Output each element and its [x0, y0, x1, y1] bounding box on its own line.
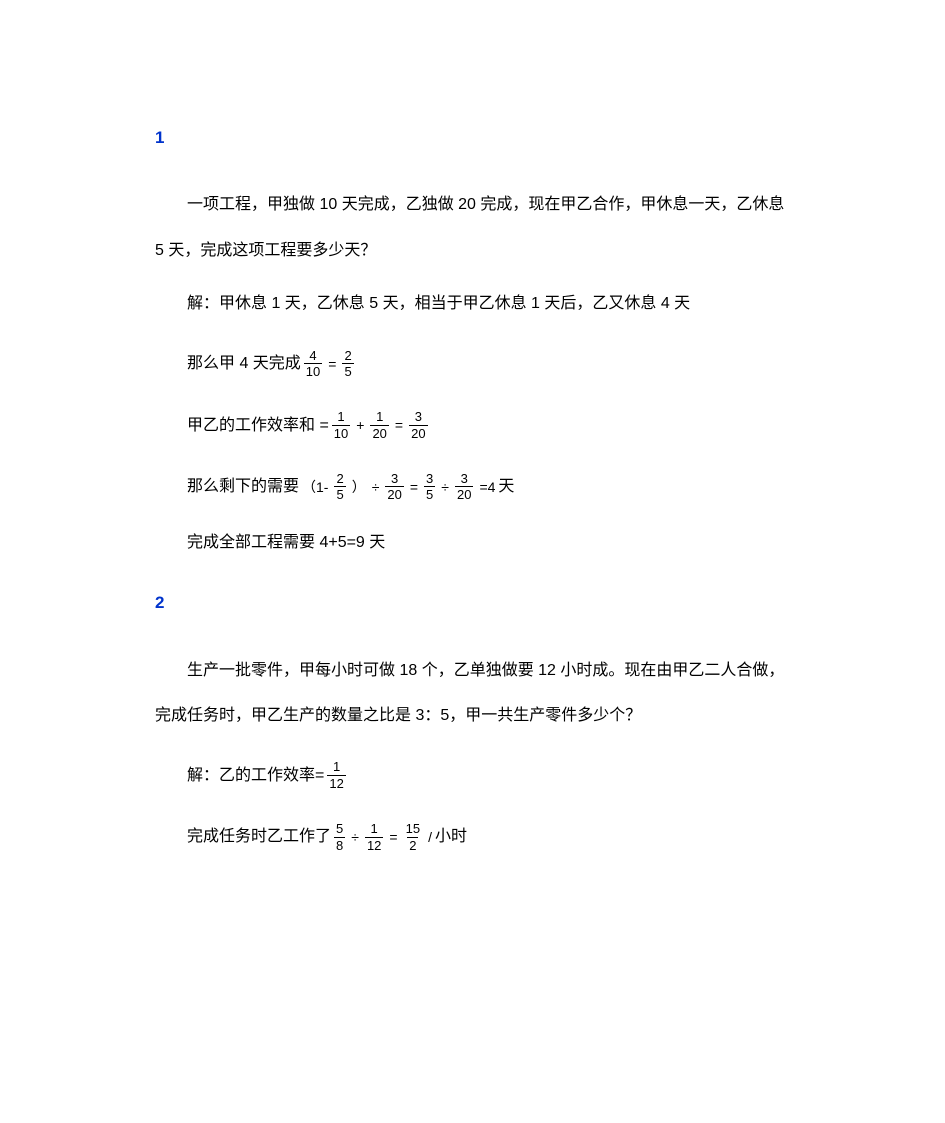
problem-1-question-line2: 5 天，完成这项工程要多少天？	[155, 230, 795, 272]
fraction-4-10: 4 10	[304, 349, 322, 379]
problem-2-time: 完成任务时乙工作了 5 8 ÷ 1 12 = 15 2 / 小时	[187, 816, 795, 858]
rest-unit: 天	[498, 466, 514, 508]
problem-2-question-line1: 生产一批零件，甲每小时可做 18 个，乙单独做要 12 小时成。现在由甲乙二人合…	[155, 650, 795, 692]
problem-2-yi-rate: 解：乙的工作效率= 1 12	[187, 755, 795, 797]
time-unit: 小时	[435, 816, 467, 858]
equals-sign: =	[328, 346, 336, 382]
equals-sign: =	[410, 469, 418, 505]
problem-1-rate-sum: 甲乙的工作效率和 = 1 10 + 1 20 = 3 20	[187, 405, 795, 447]
separator: /	[428, 819, 432, 855]
paren-close: ）	[352, 469, 366, 505]
paren-open: （1-	[302, 469, 328, 505]
problem-1-step1: 那么甲 4 天完成 4 10 = 2 5	[187, 343, 795, 385]
equals-sign: =	[395, 407, 403, 443]
equals-sign: =	[389, 819, 397, 855]
time-prefix: 完成任务时乙工作了	[187, 816, 331, 858]
problem-2-question-line2: 完成任务时，甲乙生产的数量之比是 3：5，甲一共生产零件多少个？	[155, 695, 795, 737]
fraction-3-20: 3 20	[409, 410, 427, 440]
fraction-2-5: 2 5	[342, 349, 353, 379]
fraction-5-8: 5 8	[334, 822, 345, 852]
step1-prefix: 那么甲 4 天完成	[187, 343, 301, 385]
problem-1-question-line1: 一项工程，甲独做 10 天完成，乙独做 20 完成，现在甲乙合作，甲休息一天，乙…	[155, 184, 795, 226]
fraction-1-10: 1 10	[332, 410, 350, 440]
fraction-3-5: 3 5	[424, 472, 435, 502]
document-page: 1 一项工程，甲独做 10 天完成，乙独做 20 完成，现在甲乙合作，甲休息一天…	[0, 0, 945, 1123]
fraction-3-20c: 3 20	[455, 472, 473, 502]
fraction-15-2: 15 2	[404, 822, 422, 852]
problem-1-number: 1	[155, 116, 795, 160]
divide-sign: ÷	[441, 469, 449, 505]
fraction-2-5b: 2 5	[334, 472, 345, 502]
fraction-1-12: 1 12	[327, 760, 345, 790]
divide-sign: ÷	[351, 819, 359, 855]
fraction-3-20b: 3 20	[385, 472, 403, 502]
divide-sign: ÷	[372, 469, 380, 505]
fraction-1-12b: 1 12	[365, 822, 383, 852]
rate-prefix: 甲乙的工作效率和 =	[187, 405, 329, 447]
yi-rate-prefix: 解：乙的工作效率=	[187, 755, 324, 797]
problem-2-number: 2	[155, 581, 795, 625]
equals-4: =4	[479, 469, 495, 505]
fraction-1-20: 1 20	[370, 410, 388, 440]
rest-prefix: 那么剩下的需要	[187, 466, 299, 508]
problem-1-remaining: 那么剩下的需要 （1- 2 5 ） ÷ 3 20 = 3 5 ÷ 3 20 =4…	[187, 466, 795, 508]
plus-sign: +	[356, 407, 364, 443]
problem-1-answer: 完成全部工程需要 4+5=9 天	[155, 522, 795, 564]
problem-1-solution-intro: 解：甲休息 1 天，乙休息 5 天，相当于甲乙休息 1 天后，乙又休息 4 天	[155, 283, 795, 325]
